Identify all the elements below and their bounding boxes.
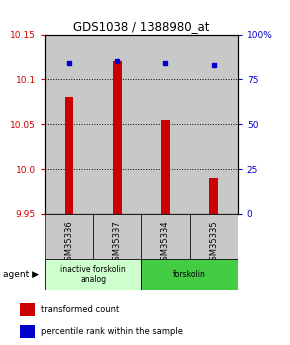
Text: GSM35334: GSM35334 (161, 221, 170, 266)
Bar (20, 325, 35, 338)
Bar (93, 214, 142, 259)
Bar (190, 214, 238, 259)
Text: percentile rank within the sample: percentile rank within the sample (41, 327, 183, 336)
Text: agent ▶: agent ▶ (3, 270, 39, 279)
Bar (209, 178, 218, 214)
Bar (45, 259, 142, 290)
Bar (65, 97, 73, 214)
Text: transformed count: transformed count (41, 305, 119, 314)
Bar (93, 34, 142, 214)
Text: GSM35337: GSM35337 (113, 221, 122, 266)
Text: inactive forskolin
analog: inactive forskolin analog (60, 265, 126, 284)
Title: GDS1038 / 1388980_at: GDS1038 / 1388980_at (73, 20, 210, 33)
Bar (142, 34, 190, 214)
Text: GSM35335: GSM35335 (209, 221, 218, 266)
Bar (161, 120, 170, 214)
Bar (142, 214, 190, 259)
Bar (45, 34, 93, 214)
Text: GSM35336: GSM35336 (65, 221, 74, 266)
Bar (113, 61, 122, 214)
Text: forskolin: forskolin (173, 270, 206, 279)
Bar (20, 303, 35, 316)
Bar (142, 259, 238, 290)
Bar (45, 214, 93, 259)
Bar (190, 34, 238, 214)
